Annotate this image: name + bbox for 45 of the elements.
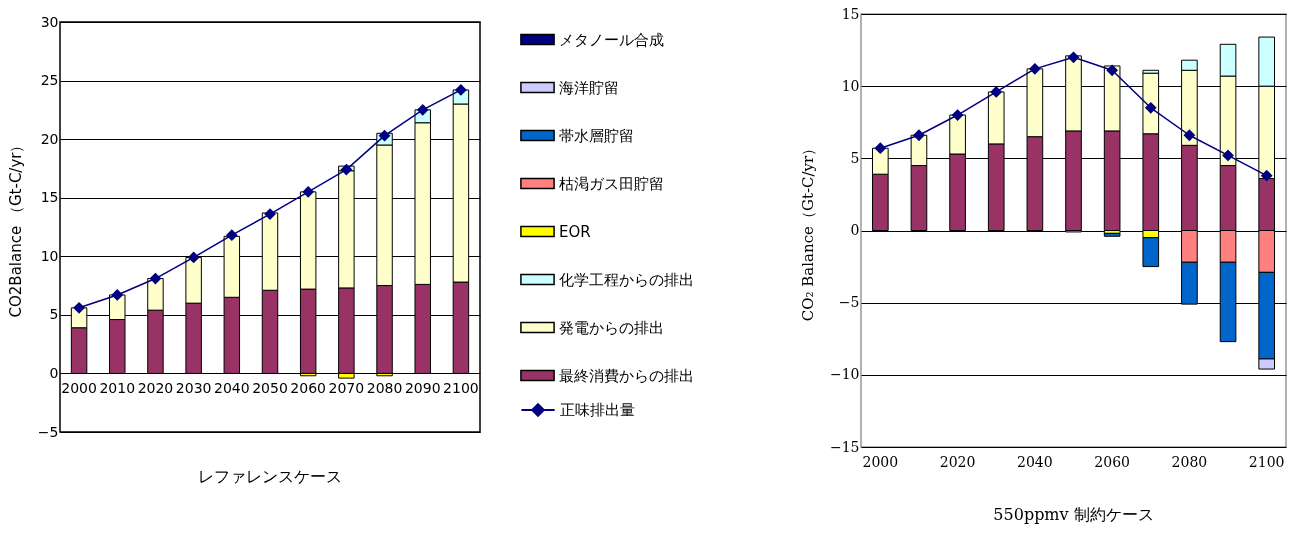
y-tick-label: −5 xyxy=(838,294,860,311)
legend-label: 枯渇ガス田貯留 xyxy=(559,174,664,193)
text: 550ppmv 制約ケース xyxy=(993,505,1154,524)
legend-label: 帯水層貯留 xyxy=(559,126,634,145)
legend-label: 発電からの排出 xyxy=(559,318,664,337)
y-tick-label: 5 xyxy=(850,149,860,166)
y-tick-label: 15 xyxy=(40,189,59,206)
legend-label: 最終消費からの排出 xyxy=(559,366,694,385)
y-tick-label: 30 xyxy=(40,13,59,30)
y-tick-label: −15 xyxy=(829,438,860,455)
x-tick-label: 2000 xyxy=(862,453,899,470)
x-tick-label: 2100 xyxy=(443,379,479,396)
x-tick-label: 2070 xyxy=(328,379,365,396)
x-tick-label: 2100 xyxy=(1248,453,1285,470)
x-tick-label: 2020 xyxy=(137,379,174,396)
y-tick-label: 20 xyxy=(40,130,59,147)
x-tick-label: 2040 xyxy=(1017,453,1053,470)
x-tick-label: 2050 xyxy=(252,379,288,396)
y-axis-title: CO₂ Balance（Gt-C/yr） xyxy=(798,140,817,322)
y-tick-label: −10 xyxy=(829,366,860,383)
y-tick-label: 0 xyxy=(49,364,59,381)
x-tick-label: 2010 xyxy=(99,379,136,396)
legend-label: 化学工程からの排出 xyxy=(559,270,694,289)
x-tick-label: 2060 xyxy=(1094,453,1130,470)
y-tick-label: 25 xyxy=(40,72,59,89)
x-tick-label: 2080 xyxy=(1171,453,1208,470)
x-tick-label: 2020 xyxy=(939,453,976,470)
x-tick-label: 2090 xyxy=(404,379,441,396)
legend-label: 海洋貯留 xyxy=(559,78,619,97)
y-tick-label: 10 xyxy=(841,77,860,94)
y-axis-title: CO2Balance （Gt-C/yr） xyxy=(6,137,25,318)
x-tick-label: 2080 xyxy=(366,379,403,396)
x-tick-label: 2060 xyxy=(290,379,326,396)
legend-label: メタノール合成 xyxy=(559,30,664,49)
x-tick-label: 2000 xyxy=(61,379,97,396)
y-tick-label: 5 xyxy=(49,306,59,323)
y-tick-label: 15 xyxy=(841,5,860,22)
y-tick-label: −5 xyxy=(37,423,59,440)
text: レファレンスケース xyxy=(198,467,342,486)
legend-label: EOR xyxy=(559,222,591,241)
x-tick-label: 2040 xyxy=(214,379,250,396)
legend-label: 正味排出量 xyxy=(560,401,635,419)
y-tick-label: 10 xyxy=(40,247,59,264)
x-tick-label: 2030 xyxy=(175,379,212,396)
y-tick-label: 0 xyxy=(850,222,860,238)
